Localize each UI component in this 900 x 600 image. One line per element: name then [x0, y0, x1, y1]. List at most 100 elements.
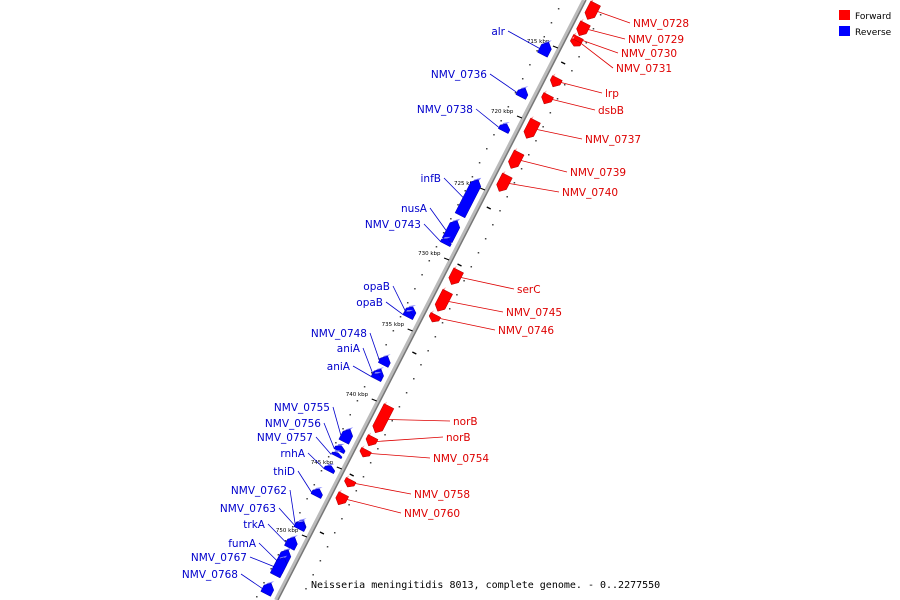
- reverse-gene-label[interactable]: NMV_0767: [191, 552, 247, 564]
- forward-gene[interactable]: norB: [365, 432, 379, 447]
- forward-gene[interactable]: serC: [448, 265, 464, 285]
- scale-dot: [333, 532, 336, 534]
- reverse-gene-label[interactable]: aniA: [337, 343, 361, 355]
- forward-gene[interactable]: NMV_0739: [508, 147, 525, 169]
- forward-gene[interactable]: NMV_0740: [496, 170, 513, 192]
- forward-gene[interactable]: NMV_0758: [344, 475, 357, 488]
- forward-gene-label[interactable]: serC: [517, 284, 541, 296]
- forward-gene[interactable]: dsbB: [541, 90, 554, 105]
- forward-gene[interactable]: NMV_0731: [569, 36, 582, 47]
- tick-label: 720 kbp: [491, 109, 514, 115]
- scale-dot: [312, 574, 314, 576]
- forward-gene[interactable]: norB: [372, 401, 395, 434]
- reverse-gene-label[interactable]: infB: [421, 173, 441, 185]
- reverse-gene-label[interactable]: NMV_0757: [257, 432, 313, 444]
- forward-gene-label[interactable]: NMV_0745: [506, 307, 562, 319]
- reverse-gene[interactable]: NMV_0756: [333, 443, 346, 455]
- forward-gene-label[interactable]: dsbB: [598, 105, 624, 117]
- reverse-gene[interactable]: NMV_0748: [377, 354, 391, 368]
- scale-dot: [478, 162, 481, 164]
- reverse-gene-label[interactable]: NMV_0738: [417, 104, 473, 116]
- reverse-gene[interactable]: NMV_0755: [338, 427, 354, 445]
- reverse-gene[interactable]: opaB: [402, 309, 415, 321]
- label-leader-line: [460, 277, 515, 290]
- forward-gene-label[interactable]: lrp: [605, 88, 619, 100]
- label-leader-line: [448, 301, 504, 313]
- reverse-gene-label[interactable]: NMV_0768: [182, 569, 238, 581]
- reverse-gene-label[interactable]: fumA: [228, 538, 257, 550]
- forward-gene-label[interactable]: NMV_0737: [585, 134, 641, 146]
- forward-gene-label[interactable]: NMV_0729: [628, 34, 684, 46]
- reverse-gene[interactable]: NMV_0757: [331, 450, 343, 460]
- forward-gene-label[interactable]: NMV_0731: [616, 63, 672, 75]
- reverse-gene-label[interactable]: NMV_0755: [274, 402, 330, 414]
- reverse-gene[interactable]: infB: [454, 177, 482, 219]
- tick-mark: [552, 45, 559, 49]
- scale-dot: [506, 196, 508, 198]
- reverse-gene-label[interactable]: NMV_0756: [265, 418, 321, 430]
- reverse-gene-label[interactable]: opaB: [356, 297, 383, 309]
- forward-gene-label[interactable]: NMV_0754: [433, 453, 489, 465]
- reverse-gene-label[interactable]: NMV_0762: [231, 485, 287, 497]
- scale-dot: [256, 596, 258, 598]
- forward-gene-label[interactable]: norB: [446, 432, 471, 444]
- forward-gene[interactable]: lrp: [549, 73, 563, 88]
- forward-gene[interactable]: NMV_0745: [434, 287, 453, 312]
- forward-gene[interactable]: NMV_0754: [359, 445, 372, 458]
- reverse-gene[interactable]: trkA: [284, 535, 298, 551]
- forward-gene-label[interactable]: norB: [453, 416, 478, 428]
- reverse-gene-label[interactable]: NMV_0736: [431, 69, 487, 81]
- forward-gene[interactable]: NMV_0746: [428, 310, 442, 323]
- reverse-gene-label[interactable]: nusA: [401, 203, 428, 215]
- reverse-gene[interactable]: NMV_0736: [515, 86, 529, 100]
- reverse-gene[interactable]: NMV_0763: [293, 519, 306, 532]
- reverse-gene-label[interactable]: alr: [491, 26, 505, 38]
- label-leader-line: [307, 452, 325, 469]
- scale-dot: [542, 126, 544, 128]
- forward-gene-label[interactable]: NMV_0746: [498, 325, 554, 337]
- forward-gene-label[interactable]: NMV_0730: [621, 48, 677, 60]
- forward-gene[interactable]: NMV_0760: [335, 489, 350, 506]
- reverse-gene[interactable]: rnhA: [323, 463, 336, 475]
- reverse-gene[interactable]: aniA: [370, 371, 383, 383]
- scale-dot: [305, 588, 307, 590]
- scale-dot: [556, 98, 559, 100]
- reverse-gene-label[interactable]: trkA: [243, 519, 266, 531]
- forward-gene-label[interactable]: NMV_0758: [414, 489, 470, 501]
- reverse-gene[interactable]: NMV_0767: [269, 555, 288, 579]
- scale-dot: [442, 232, 445, 234]
- scale-dot: [313, 484, 316, 486]
- gene-body: [359, 447, 372, 458]
- reverse-gene-label[interactable]: aniA: [327, 361, 351, 373]
- gene-body: [515, 87, 529, 100]
- reverse-gene[interactable]: thiD: [310, 486, 323, 499]
- forward-gene[interactable]: NMV_0729: [576, 18, 591, 37]
- reverse-gene-label[interactable]: NMV_0743: [365, 219, 421, 231]
- forward-gene-label[interactable]: NMV_0728: [633, 18, 689, 30]
- reverse-gene[interactable]: NMV_0738: [497, 121, 511, 134]
- reverse-gene-label[interactable]: opaB: [363, 281, 390, 293]
- scale-dot: [549, 112, 552, 114]
- reverse-gene-label[interactable]: NMV_0763: [220, 503, 276, 515]
- forward-gene-label[interactable]: NMV_0740: [562, 187, 618, 199]
- label-leader-line: [278, 507, 296, 526]
- reverse-gene-label[interactable]: NMV_0748: [311, 328, 367, 340]
- reverse-gene-label[interactable]: thiD: [273, 466, 295, 478]
- tick-mark: [371, 398, 377, 402]
- gene-body: [508, 149, 525, 169]
- reverse-gene[interactable]: NMV_0768: [260, 581, 275, 597]
- reverse-gene-label[interactable]: rnhA: [280, 448, 305, 460]
- label-leader-line: [580, 43, 614, 69]
- forward-gene-label[interactable]: NMV_0760: [404, 508, 460, 520]
- tick-mark: [479, 187, 486, 191]
- reverse-gene[interactable]: NMV_0743: [439, 236, 452, 248]
- forward-gene-label[interactable]: NMV_0739: [570, 167, 626, 179]
- forward-gene[interactable]: NMV_0728: [584, 0, 601, 20]
- scale-dot: [327, 456, 330, 458]
- reverse-gene[interactable]: alr: [537, 40, 552, 58]
- label-leader-line: [509, 183, 560, 193]
- forward-gene[interactable]: NMV_0737: [523, 116, 541, 139]
- gene-body: [496, 172, 513, 192]
- scale-dot: [427, 350, 429, 352]
- gene-shade: [370, 371, 382, 377]
